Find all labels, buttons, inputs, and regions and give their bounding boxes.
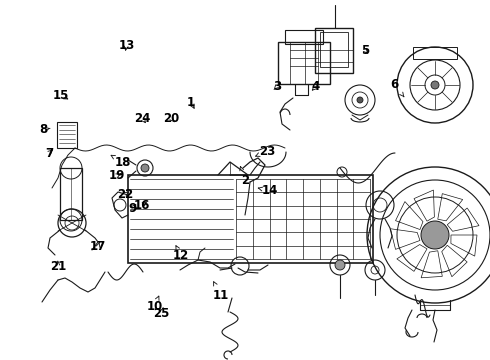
Circle shape [357,97,363,103]
Bar [413,47,457,59]
Bar [57,122,77,148]
Bar [278,42,330,84]
Circle shape [421,221,449,249]
Text: 16: 16 [134,199,150,212]
Text: 7: 7 [45,147,53,159]
Text: 24: 24 [134,112,150,125]
Text: 25: 25 [153,307,170,320]
Text: 12: 12 [173,246,190,262]
Text: 11: 11 [212,282,229,302]
Text: 9: 9 [128,202,136,215]
Text: 17: 17 [90,240,106,253]
Text: 4: 4 [312,80,320,93]
Bar [315,28,353,73]
Text: 6: 6 [391,78,404,97]
Text: 3: 3 [273,80,281,93]
Bar [285,30,323,44]
Text: 8: 8 [39,123,50,136]
Bar [320,32,348,67]
Text: 10: 10 [146,296,163,312]
Text: 1: 1 [187,96,195,109]
Circle shape [141,164,149,172]
Bar [60,168,82,220]
Text: 21: 21 [49,260,66,273]
Text: 23: 23 [256,145,275,158]
Text: 13: 13 [118,39,135,51]
Text: 22: 22 [117,188,133,201]
Text: 5: 5 [361,44,369,57]
Text: 2: 2 [240,166,249,186]
Circle shape [335,260,345,270]
Bar [128,175,373,263]
Text: 19: 19 [108,169,125,182]
Text: 20: 20 [163,112,180,125]
Text: 14: 14 [258,184,278,197]
Text: 18: 18 [111,155,131,168]
Text: 15: 15 [53,89,70,102]
Circle shape [431,81,439,89]
